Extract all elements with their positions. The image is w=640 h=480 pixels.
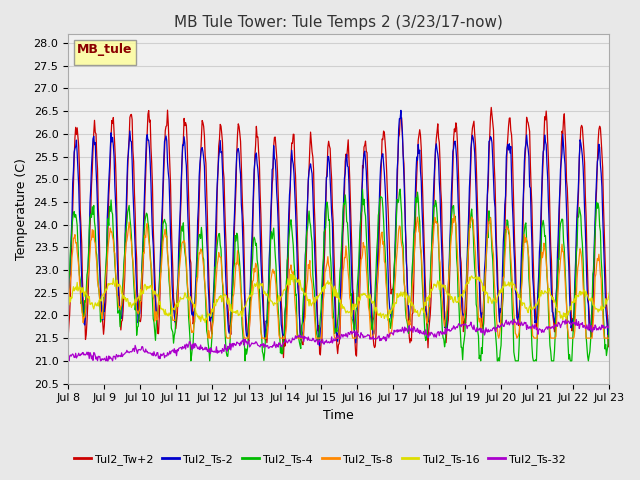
- Y-axis label: Temperature (C): Temperature (C): [15, 158, 28, 260]
- Legend: Tul2_Tw+2, Tul2_Ts-2, Tul2_Ts-4, Tul2_Ts-8, Tul2_Ts-16, Tul2_Ts-32: Tul2_Tw+2, Tul2_Ts-2, Tul2_Ts-4, Tul2_Ts…: [69, 450, 571, 469]
- Legend: : [74, 39, 136, 65]
- X-axis label: Time: Time: [323, 409, 354, 422]
- Title: MB Tule Tower: Tule Temps 2 (3/23/17-now): MB Tule Tower: Tule Temps 2 (3/23/17-now…: [174, 15, 503, 30]
